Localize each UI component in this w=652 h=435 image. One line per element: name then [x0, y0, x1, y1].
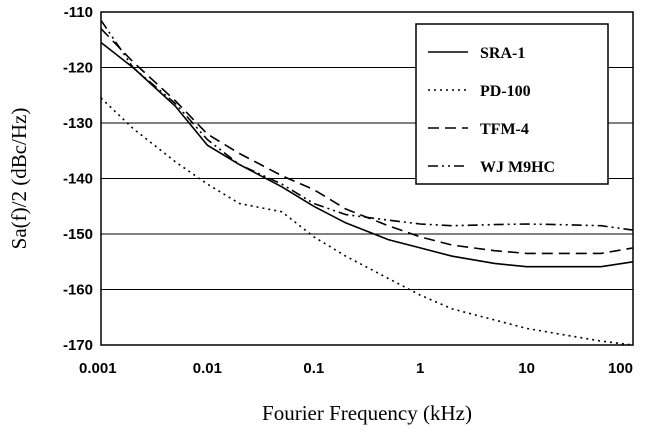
x-tick-label: 0.001 — [79, 360, 117, 377]
x-tick-label: 10 — [518, 360, 535, 377]
legend: SRA-1 PD-100 TFM-4 WJ M9HC — [415, 23, 609, 185]
x-tick-label: 1 — [416, 360, 424, 377]
series-line-pd-100 — [100, 97, 634, 346]
tick-labels: -110 -120 -130 -140 -150 -160 -170 0.001 0.01 0.1… — [63, 4, 633, 377]
y-tick-label: -160 — [63, 282, 93, 299]
y-tick-label: -110 — [64, 4, 93, 21]
x-axis-title: Fourier Frequency (kHz) — [262, 401, 472, 425]
plot-area-frame — [100, 11, 634, 346]
x-tick-label: 0.01 — [193, 360, 222, 377]
legend-label: TFM-4 — [480, 121, 529, 138]
x-tick-label: 0.1 — [303, 360, 324, 377]
y-tick-label: -120 — [63, 60, 93, 77]
legend-label: SRA-1 — [480, 45, 525, 62]
y-tick-label: -170 — [63, 337, 93, 354]
y-axis-title: Sa(f)/2 (dBc/Hz) — [7, 108, 31, 250]
y-tick-label: -140 — [63, 171, 93, 188]
legend-label: WJ M9HC — [480, 159, 555, 176]
x-tick-label: 100 — [608, 360, 633, 377]
series-line-sra-1 — [100, 41, 634, 268]
series-lines — [100, 19, 634, 346]
y-tick-label: -130 — [63, 115, 93, 132]
legend-label: PD-100 — [480, 83, 531, 100]
series-line-wj-m9hc — [100, 19, 634, 231]
legend-box — [415, 23, 609, 185]
y-tick-label: -150 — [63, 226, 93, 243]
